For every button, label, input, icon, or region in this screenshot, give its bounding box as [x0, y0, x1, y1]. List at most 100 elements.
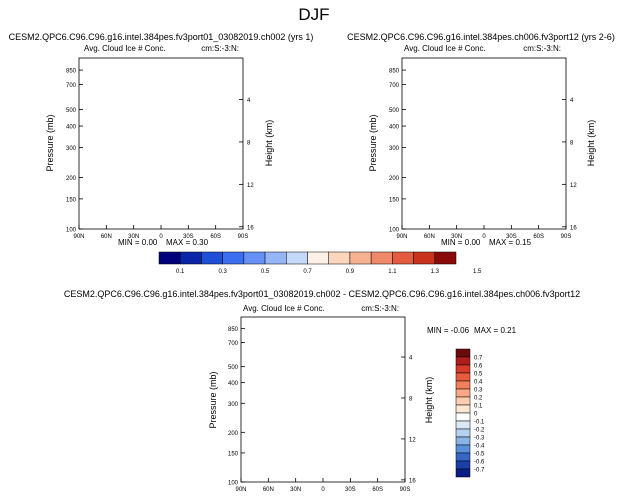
- colorbar-label: -0.2: [474, 428, 485, 434]
- colorbar-swatch: [455, 396, 471, 406]
- colorbar-label: 0.6: [474, 364, 483, 370]
- x-tick-label: 30N: [290, 487, 301, 493]
- colorbar-label: 0.2: [474, 396, 483, 402]
- y-tick-label: 500: [389, 108, 400, 114]
- x-tick-label: 60S: [210, 234, 221, 240]
- colorbar-label: 0: [474, 412, 478, 418]
- x-tick-label: 90S: [400, 487, 411, 493]
- colorbar-swatch: [455, 372, 471, 382]
- colorbar-swatch: [455, 380, 471, 390]
- colorbar-swatch: [455, 388, 471, 398]
- colorbar-label: 1.1: [388, 269, 397, 275]
- y2-tick-label: 12: [247, 183, 254, 189]
- colorbar-swatch: [158, 251, 181, 265]
- colorbar-label: 0.4: [474, 380, 483, 386]
- colorbar-swatch: [455, 420, 471, 430]
- x-tick-label: 30N: [128, 234, 139, 240]
- y2-tick-label: 4: [570, 98, 574, 104]
- x-tick-label: 60N: [424, 234, 435, 240]
- colorbar-label: 0.5: [261, 269, 270, 275]
- panel-difference-y2label: Height (km): [424, 377, 434, 424]
- x-tick-label: 60N: [263, 487, 274, 493]
- y-tick-label: 200: [66, 176, 77, 182]
- panel-top-left: CESM2.QPC6.C96.C96.g16.intel.384pes.fv3p…: [9, 32, 314, 247]
- colorbar-label: 0.9: [346, 269, 355, 275]
- x-tick-label: 90S: [238, 234, 249, 240]
- panel-top-right-frame: [401, 57, 567, 230]
- panel-top-right-y2-ticks: 16 12 8 4: [562, 98, 577, 231]
- y-tick-label: 400: [228, 381, 239, 387]
- y2-tick-label: 8: [247, 140, 251, 146]
- y-tick-label: 200: [389, 176, 400, 182]
- panel-top-left-max: MAX = 0.30: [166, 238, 209, 247]
- y-tick-label: 150: [228, 451, 239, 457]
- panel-top-right-title: CESM2.QPC6.C96.C96.g16.intel.384pes.ch00…: [347, 32, 615, 42]
- panel-top-left-ylabel: Pressure (mb): [45, 114, 55, 171]
- x-tick-label: 30S: [506, 234, 517, 240]
- colorbar-swatch: [264, 251, 287, 265]
- panel-difference-y2-ticks: 16 12 8 4: [401, 356, 416, 484]
- y2-tick-label: 16: [570, 225, 577, 231]
- y-tick-label: 700: [66, 83, 77, 89]
- colorbar-label: 0.3: [474, 388, 483, 394]
- y-tick-label: 300: [228, 402, 239, 408]
- colorbar-swatch: [370, 251, 393, 265]
- colorbar-label: 1.5: [473, 269, 482, 275]
- y-tick-label: 150: [389, 197, 400, 203]
- colorbar-label: 0.7: [474, 356, 483, 362]
- panel-top-right-x-ticks: 90N 60N 30N 0 30S 60S 90S: [396, 225, 571, 240]
- panel-top-right-y-ticks: 100 150 200 300 400 500 700 850: [389, 69, 406, 234]
- x-tick-label: 30S: [183, 234, 194, 240]
- y-tick-label: 100: [389, 228, 400, 234]
- panel-difference: CESM2.QPC6.C96.C96.g16.intel.384pes.fv3p…: [64, 289, 580, 493]
- panel-top-left-x-ticks: 90N 60N 30N 0 30S 60S 90S: [73, 225, 248, 240]
- panel-top-right: CESM2.QPC6.C96.C96.g16.intel.384pes.ch00…: [347, 32, 615, 247]
- y-tick-label: 200: [228, 431, 239, 437]
- y2-tick-label: 8: [570, 140, 574, 146]
- y2-tick-label: 4: [409, 356, 413, 362]
- x-tick-label: 0: [159, 234, 163, 240]
- colorbar-label: 0.1: [176, 269, 185, 275]
- x-tick-label: 30S: [345, 487, 356, 493]
- panel-difference-x-ticks: 90N 60N 30N 0 30S 60S 90S: [235, 478, 410, 493]
- panel-difference-units: cm:S:-3:N:: [361, 304, 399, 313]
- y-tick-label: 850: [66, 69, 77, 75]
- x-tick-label: 90S: [561, 234, 572, 240]
- panel-difference-variable: Avg. Cloud Ice # Conc.: [243, 304, 325, 313]
- panel-difference-frame: [240, 316, 406, 483]
- colorbar-swatch: [455, 364, 471, 374]
- colorbar-horizontal: 0.1 0.3 0.5 0.7 0.9 1.1 1.3 1.5: [158, 251, 482, 275]
- colorbar-swatch: [455, 356, 471, 366]
- colorbar-swatch: [222, 251, 245, 265]
- colorbar-label: 0.7: [303, 269, 312, 275]
- panel-difference-y-ticks: 100 150 200 300 400 500 700 850: [228, 327, 245, 487]
- x-tick-label: 90N: [235, 487, 246, 493]
- colorbar-swatch: [243, 251, 266, 265]
- panel-top-left-title: CESM2.QPC6.C96.C96.g16.intel.384pes.fv3p…: [9, 32, 314, 42]
- panel-difference-max: MAX = 0.21: [474, 326, 517, 335]
- colorbar-label: -0.5: [474, 452, 485, 458]
- colorbar-label: 1.3: [431, 269, 440, 275]
- colorbar-swatch: [455, 412, 471, 422]
- colorbar-label: 0.1: [474, 404, 483, 410]
- y-tick-label: 400: [389, 125, 400, 131]
- colorbar-vertical: 0.7 0.6 0.5 0.4 0.3 0.2 0.1 0 -0.1 -0.2 -0.3 -0.4 -0…: [455, 348, 485, 478]
- colorbar-swatch: [455, 468, 471, 478]
- x-tick-label: 0: [482, 234, 486, 240]
- panel-top-left-y2label: Height (km): [264, 120, 274, 167]
- colorbar-swatch: [455, 444, 471, 454]
- y-tick-label: 850: [389, 69, 400, 75]
- colorbar-swatch: [413, 251, 436, 265]
- x-tick-label: 90N: [396, 234, 407, 240]
- colorbar-label: -0.7: [474, 468, 485, 474]
- panel-top-right-max: MAX = 0.15: [489, 238, 532, 247]
- y-tick-label: 300: [389, 146, 400, 152]
- panel-top-left-min: MIN = 0.00: [118, 238, 158, 247]
- colorbar-swatch: [307, 251, 329, 265]
- y-tick-label: 700: [389, 83, 400, 89]
- y-tick-label: 500: [228, 365, 239, 371]
- panel-top-left-frame: [78, 57, 244, 230]
- colorbar-swatch: [201, 251, 223, 265]
- colorbar-swatch: [286, 251, 308, 265]
- panel-top-left-units: cm:S:-3:N:: [201, 44, 239, 53]
